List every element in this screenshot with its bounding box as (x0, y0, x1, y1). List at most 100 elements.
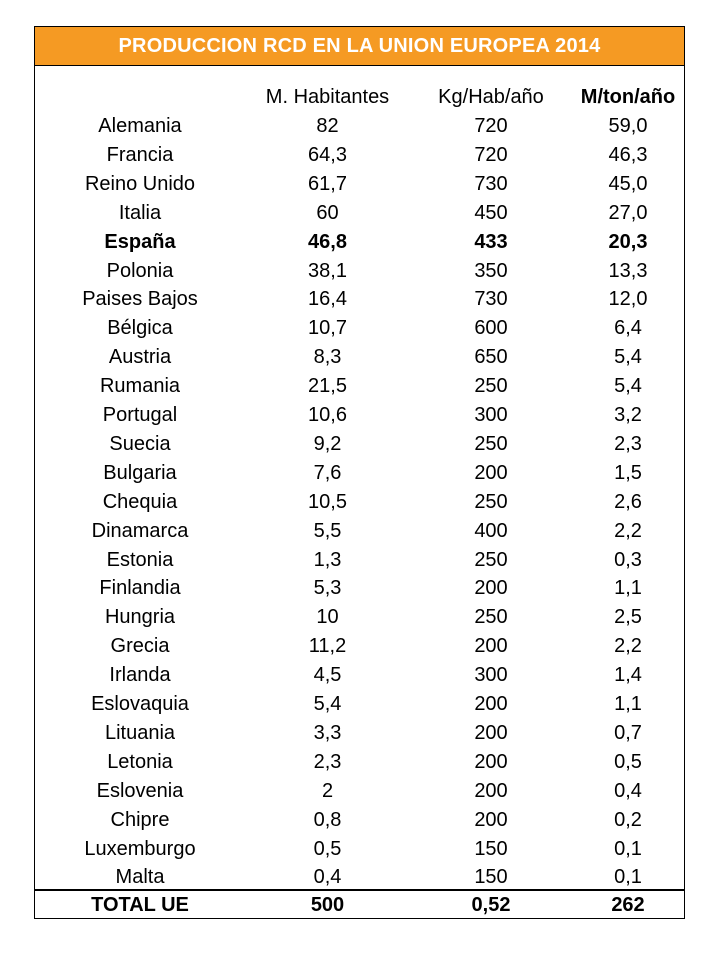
table-row: Estonia 1,3 250 0,3 (35, 546, 684, 575)
table-row: Francia 64,3 720 46,3 (35, 141, 684, 170)
cell-mton: 1,1 (614, 693, 642, 715)
cell-country: Francia (106, 143, 174, 166)
table-title: PRODUCCION RCD EN LA UNION EUROPEA 2014 (35, 27, 684, 66)
cell-mton: 0,2 (614, 808, 642, 831)
cell-habitantes: 16,4 (308, 288, 347, 311)
cell-kg-hab: 720 (474, 143, 508, 166)
total-row: TOTAL UE 500 0,52 262 (35, 891, 684, 919)
cell-habitantes: 0,8 (313, 808, 342, 831)
column-header-kg-hab: Kg/Hab/año (438, 86, 544, 108)
cell-mton: 0,7 (614, 721, 642, 744)
cell-country: Bulgaria (103, 461, 177, 484)
cell-habitantes: 2,3 (313, 750, 342, 773)
cell-country: Malta (115, 866, 165, 889)
table-row: Malta 0,4 150 0,1 (35, 863, 684, 892)
cell-mton: 46,3 (608, 143, 648, 166)
cell-country: Estonia (106, 548, 174, 571)
rcd-table: PRODUCCION RCD EN LA UNION EUROPEA 2014 … (34, 26, 685, 919)
cell-kg-hab: 650 (474, 346, 508, 369)
table-row: Austria 8,3 650 5,4 (35, 343, 684, 372)
cell-country: Lituania (104, 721, 176, 744)
cell-kg-hab: 450 (474, 201, 508, 224)
cell-habitantes: 10,5 (308, 490, 347, 513)
cell-country: Grecia (110, 635, 170, 658)
cell-mton: 27,0 (608, 201, 648, 224)
cell-habitantes: 8,3 (313, 346, 342, 369)
cell-mton: 0,3 (614, 548, 642, 571)
cell-mton: 2,5 (614, 606, 642, 629)
table-row: Bélgica 10,7 600 6,4 (35, 314, 684, 343)
table-row: Eslovaquia 5,4 200 1,1 (35, 690, 684, 719)
table-row: Rumania 21,5 250 5,4 (35, 372, 684, 401)
table-row: España 46,8 433 20,3 (35, 228, 684, 257)
cell-kg-hab: 200 (474, 779, 508, 802)
column-header-row: M. Habitantes Kg/Hab/año M/ton/año (35, 83, 684, 112)
cell-kg-hab: 350 (474, 259, 508, 282)
cell-mton: 2,6 (614, 490, 642, 513)
cell-kg-hab: 200 (474, 635, 508, 658)
table-row: Letonia 2,3 200 0,5 (35, 748, 684, 777)
cell-habitantes: 9,2 (313, 432, 342, 455)
cell-habitantes: 0,4 (313, 866, 342, 889)
cell-country: Paises Bajos (82, 288, 198, 311)
cell-mton: 0,4 (614, 779, 642, 802)
cell-habitantes: 10,7 (308, 317, 347, 340)
cell-kg-hab: 250 (474, 548, 508, 571)
table-row: Chequia 10,5 250 2,6 (35, 488, 684, 517)
cell-country: Finlandia (99, 577, 181, 600)
cell-habitantes: 21,5 (308, 375, 347, 398)
column-header-mton: M/ton/año (580, 86, 676, 108)
cell-habitantes: 0,5 (313, 837, 342, 860)
cell-mton: 3,2 (614, 404, 642, 426)
cell-kg-hab: 200 (474, 721, 508, 744)
cell-kg-hab: 300 (474, 404, 508, 426)
cell-country: Alemania (98, 115, 182, 137)
column-header-habitantes: M. Habitantes (265, 86, 390, 108)
cell-country: Portugal (102, 404, 178, 426)
table-row: Polonia 38,1 350 13,3 (35, 257, 684, 286)
cell-habitantes: 3,3 (313, 721, 342, 744)
cell-country: Eslovaquia (91, 693, 189, 715)
cell-mton: 2,2 (614, 519, 642, 542)
cell-kg-hab: 150 (474, 866, 508, 889)
cell-kg-hab: 150 (474, 837, 508, 860)
cell-country: Austria (108, 346, 172, 369)
total-habitantes: 500 (310, 894, 345, 916)
cell-habitantes: 10,6 (308, 404, 347, 426)
table-row: Chipre 0,8 200 0,2 (35, 806, 684, 835)
table-row: Finlandia 5,3 200 1,1 (35, 574, 684, 603)
cell-country: Chipre (110, 808, 170, 831)
table-row: Grecia 11,2 200 2,2 (35, 632, 684, 661)
cell-habitantes: 7,6 (313, 461, 342, 484)
cell-kg-hab: 730 (474, 288, 508, 311)
total-mton: 262 (611, 894, 645, 916)
table-row: Portugal 10,6 300 3,2 (35, 401, 684, 430)
cell-country: Bélgica (107, 317, 173, 340)
cell-habitantes: 5,3 (313, 577, 342, 600)
cell-mton: 13,3 (608, 259, 648, 282)
cell-habitantes: 10 (316, 606, 339, 629)
cell-country: Eslovenia (96, 779, 184, 802)
cell-habitantes: 64,3 (308, 143, 347, 166)
cell-kg-hab: 250 (474, 490, 508, 513)
table-row: Luxemburgo 0,5 150 0,1 (35, 835, 684, 864)
total-label: TOTAL UE (91, 894, 189, 916)
cell-kg-hab: 250 (474, 432, 508, 455)
total-divider (35, 889, 684, 891)
cell-habitantes: 60 (316, 201, 339, 224)
cell-kg-hab: 300 (474, 664, 508, 687)
cell-country: Italia (118, 201, 162, 224)
table-row: Dinamarca 5,5 400 2,2 (35, 517, 684, 546)
cell-kg-hab: 730 (474, 172, 508, 195)
cell-country: Rumania (99, 375, 181, 398)
cell-country: Letonia (107, 750, 173, 773)
cell-kg-hab: 250 (474, 375, 508, 398)
table-row: Suecia 9,2 250 2,3 (35, 430, 684, 459)
cell-kg-hab: 600 (474, 317, 508, 340)
cell-country: Irlanda (109, 664, 171, 687)
cell-habitantes: 1,3 (313, 548, 342, 571)
cell-country: Luxemburgo (84, 837, 196, 860)
cell-mton: 1,1 (614, 577, 642, 600)
cell-habitantes: 61,7 (308, 172, 347, 195)
cell-kg-hab: 250 (474, 606, 508, 629)
